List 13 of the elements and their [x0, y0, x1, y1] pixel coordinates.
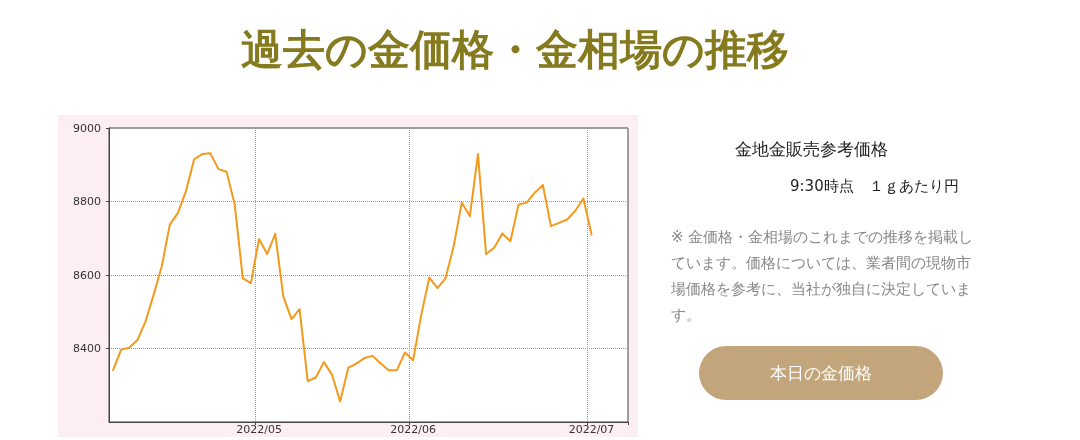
text: 9:30時点 １ｇあたり円: [790, 177, 959, 196]
y-tick-label: 8400: [73, 342, 101, 355]
chart-title: 過去の金価格・金相場の推移: [240, 24, 790, 76]
text: ※ 金価格・金相場のこれまでの推移を掲載しています。価格については、業者間の現物市場価格を参考に、当社が独自に決定しています。: [671, 227, 975, 326]
text: 金地金販売参考価格: [735, 138, 888, 161]
text: 本日の金価格: [699, 346, 943, 400]
y-tick-label: 8800: [73, 195, 101, 208]
line-series: [112, 152, 593, 403]
x-tick-label: 2022/05: [236, 423, 282, 436]
y-tick-label: 9000: [73, 121, 101, 135]
y-tick-label: 8600: [73, 268, 101, 282]
x-tick-label: 2022/06: [390, 423, 436, 436]
x-tick-label: 2022/07: [568, 423, 615, 436]
